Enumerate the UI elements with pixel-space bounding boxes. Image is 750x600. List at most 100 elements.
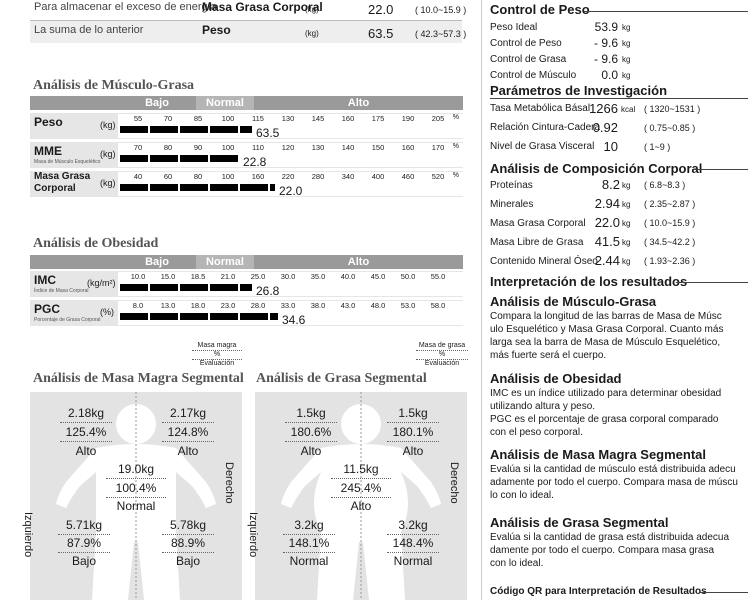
legend-eval: Evaluación <box>424 360 460 367</box>
scale-tick: 520 <box>431 172 445 181</box>
divider <box>162 552 214 553</box>
top-row-name: Peso <box>202 23 231 37</box>
scale-tick: 70 <box>133 143 143 152</box>
interpretation-title: Interpretación de los resultados <box>490 274 688 289</box>
scale-tick: 460 <box>401 172 415 181</box>
lean-left-leg-kg: 5.71kg <box>65 518 103 532</box>
divider <box>331 497 391 498</box>
divider <box>60 422 112 423</box>
weight-control-label: Control de Grasa <box>490 54 567 65</box>
muscle_fat-row: Masa Grasa Corporal (kg) 40 60 80 100 160 220 28… <box>30 171 463 198</box>
level-normal: Normal <box>196 96 254 110</box>
scale-tick: 45.0 <box>370 272 386 281</box>
interpretation-line: adamente por todo el cuerpo. Compara mas… <box>490 477 738 488</box>
bar-value: 22.8 <box>243 155 267 169</box>
obesity-row: IMC Índice de Masa Corporal (kg/m²) 10.0 15.… <box>30 271 463 298</box>
composition-value: 22.0 <box>594 215 620 230</box>
scale-tick: 115 <box>252 114 264 123</box>
top-row-range: ( 10.0~15.9 ) <box>415 5 467 15</box>
research-label: Nivel de Grasa Visceral <box>490 141 595 152</box>
title-rule <box>700 592 748 593</box>
weight-control-label: Control de Músculo <box>490 70 577 81</box>
research-title: Parámetros de Investigación <box>490 83 668 98</box>
row-sublabel: Índice de Masa Corporal <box>34 288 89 294</box>
lean-right-arm-pct: 124.8% <box>167 425 209 439</box>
top-row-unit: (kg) <box>305 29 319 38</box>
weight-control-title: Control de Peso <box>490 2 590 17</box>
lean-body-figure <box>56 392 216 600</box>
scale-tick: 400 <box>371 172 385 181</box>
research-unit: kcal <box>621 105 636 114</box>
interpretation-line: ulo Esquelético y Masa Grasa Corporal. C… <box>490 324 724 335</box>
bar-segment <box>120 284 148 291</box>
bar-segment <box>210 155 238 162</box>
bar-segment <box>270 313 278 320</box>
divider <box>285 422 337 423</box>
divider <box>162 422 214 423</box>
fat-left-arm-eval: Alto <box>300 444 322 458</box>
interpretation-line: más fuerte será el cuerpo. <box>490 350 607 361</box>
scale-tick: 100 <box>221 143 235 152</box>
interpretation-line: lo con lo ideal. <box>490 490 554 501</box>
fat-right-leg-pct: 148.4% <box>392 536 434 550</box>
fat-left-arm-kg: 1.5kg <box>296 406 326 420</box>
scale-tick: 160 <box>401 143 415 152</box>
fat-left-leg-kg: 3.2kg <box>294 518 324 532</box>
composition-label: Proteínas <box>490 180 533 191</box>
lean-right-arm-eval: Alto <box>177 444 199 458</box>
lean-right-arm-kg: 2.17kg <box>169 406 207 420</box>
scale-tick: 58.0 <box>430 301 446 310</box>
weight-control-value: - 9.6 <box>593 52 618 66</box>
legend-mass: Masa de grasa <box>416 342 468 351</box>
scale-pct: % <box>452 114 459 121</box>
value-bar <box>120 184 275 191</box>
level-low: Bajo <box>145 256 169 268</box>
interpretation-line: damente por todo el cuerpo. Compara masa… <box>490 545 715 556</box>
research-range: ( 1320~1531 ) <box>644 104 701 114</box>
divider <box>162 441 214 442</box>
weight-control-label: Peso Ideal <box>490 22 538 33</box>
bar-segment <box>120 126 148 133</box>
divider <box>60 441 112 442</box>
legend-pct: % <box>192 351 242 360</box>
scale-tick: 85 <box>193 114 203 123</box>
fat-trunk-kg: 11.5kg <box>343 462 379 476</box>
weight-control-value: 0.0 <box>601 68 618 82</box>
composition-value: 2.94 <box>594 196 620 211</box>
bar-segment <box>150 155 178 162</box>
research-range: ( 0.75~0.85 ) <box>644 123 696 133</box>
interpretation-line: con lo ideal. <box>490 558 544 569</box>
divider <box>283 534 335 535</box>
value-bar <box>120 313 278 320</box>
scale-tick: 220 <box>281 172 295 181</box>
interpretation-heading: Análisis de Grasa Segmental <box>490 515 669 530</box>
divider <box>387 422 439 423</box>
lean-left-leg-pct: 87.9% <box>66 536 102 550</box>
research-range: ( 1~9 ) <box>644 142 671 152</box>
interpretation-line: IMC es un índice utilizado para determin… <box>490 388 722 399</box>
lean-left-arm-kg: 2.18kg <box>67 406 105 420</box>
top-row-name: Masa Grasa Corporal <box>202 0 323 14</box>
scale-tick: 38.0 <box>310 301 326 310</box>
level-normal: Normal <box>196 255 254 269</box>
scale-pct: % <box>452 172 459 179</box>
interpretation-heading: Análisis de Masa Magra Segmental <box>490 447 707 462</box>
row-label: IMC <box>34 273 56 287</box>
row-sublabel: Masa de Músculo Esquelético <box>34 159 101 165</box>
scale-tick: 21.0 <box>220 272 236 281</box>
scale-tick: 18.0 <box>190 301 206 310</box>
bar-value: 63.5 <box>256 126 280 140</box>
bar-segment <box>210 313 238 320</box>
divider <box>387 441 439 442</box>
divider <box>283 552 335 553</box>
top-divider <box>30 20 462 21</box>
interpretation-line: PGC es el porcentaje de grasa corporal c… <box>490 414 719 425</box>
scale-tick: 28.0 <box>250 301 266 310</box>
scale-tick: 120 <box>281 143 295 152</box>
scale-tick: 43.0 <box>340 301 356 310</box>
scale-tick: 150 <box>371 143 385 152</box>
scale-tick: 130 <box>281 114 295 123</box>
scale-tick: 55.0 <box>430 272 446 281</box>
fat-side-left: Izquierdo <box>247 512 259 558</box>
top-row-desc: La suma de lo anterior <box>34 24 144 36</box>
